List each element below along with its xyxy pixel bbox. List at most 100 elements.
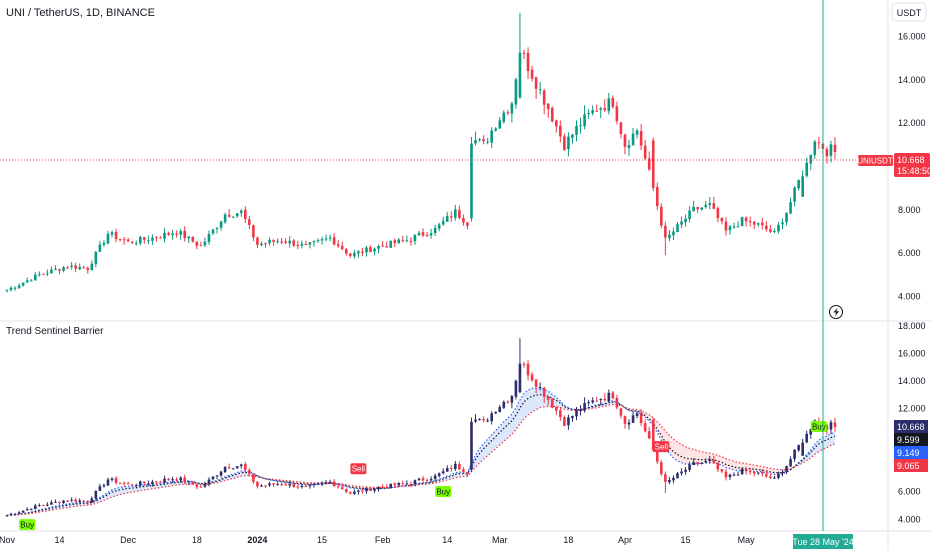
indicator-tag-close: 10.668 (897, 422, 925, 432)
price-candle (357, 250, 360, 258)
price-candle (684, 214, 687, 227)
price-candle (90, 260, 94, 271)
price-candle (506, 109, 510, 115)
price-candle (211, 229, 215, 236)
price-candle (817, 136, 821, 150)
indicator-candle (268, 481, 271, 487)
indicator-candle (308, 484, 312, 489)
indicator-candle (114, 476, 118, 485)
indicator-candle (409, 481, 413, 487)
currency-button[interactable]: USDT (891, 2, 927, 22)
lightning-icon[interactable] (829, 305, 843, 319)
price-candle (159, 236, 162, 239)
price-candle (385, 241, 388, 248)
price-candle (773, 228, 776, 234)
indicator-candle (458, 461, 461, 471)
indicator-candle (692, 458, 695, 466)
price-candle (106, 230, 110, 245)
price-candle (377, 244, 380, 254)
indicator-candle (660, 459, 663, 476)
indicator-candle (534, 378, 538, 394)
indicator-candle (809, 428, 813, 439)
indicator-candle (441, 468, 445, 475)
indicator-candle (720, 468, 724, 474)
price-candle (696, 206, 699, 214)
indicator-candle (304, 483, 308, 487)
indicator-candle (506, 400, 510, 404)
time-axis[interactable]: Nov14Dec18202415Feb14Mar18Apr15May14 (0, 535, 808, 545)
price-candle (611, 95, 615, 109)
indicator-candle (736, 471, 740, 476)
indicator-candle (17, 511, 21, 515)
price-candle (740, 216, 744, 227)
indicator-candle (336, 483, 340, 489)
indicator-candle (724, 468, 728, 481)
indicator-candle (732, 472, 736, 477)
indicator-candle (599, 398, 603, 406)
price-candle (635, 128, 639, 139)
indicator-candle (223, 465, 227, 474)
price-candle (599, 106, 603, 119)
indicator-candle (264, 485, 267, 489)
indicator-candle (405, 480, 409, 485)
indicator-candle (397, 482, 401, 486)
price-candle (437, 222, 441, 232)
indicator-candle (542, 386, 546, 403)
indicator-candle (712, 455, 716, 464)
indicator-candle (74, 497, 77, 504)
indicator-candle (684, 467, 687, 475)
price-candle (304, 240, 308, 246)
price-candle (38, 271, 41, 277)
indicator-candle (437, 472, 441, 478)
indicator-candle (425, 478, 429, 482)
price-candle (308, 242, 312, 249)
indicator-candle (70, 497, 73, 503)
price-candle (793, 186, 796, 207)
indicator-candle (623, 415, 627, 429)
price-tick-label: 8.000 (898, 205, 921, 215)
indicator-candle (591, 397, 594, 404)
indicator-candle (167, 477, 170, 481)
indicator-candle (102, 483, 106, 488)
time-tick-label: 15 (681, 535, 691, 545)
price-candle (288, 235, 292, 248)
indicator-candle (340, 484, 344, 490)
price-candle (373, 247, 376, 256)
price-candle (458, 205, 461, 220)
time-tick-label: May (738, 535, 756, 545)
indicator-candle (284, 482, 287, 486)
price-candle (320, 236, 324, 245)
price-candle (522, 49, 526, 59)
indicator-candle (740, 468, 744, 475)
price-candle (490, 127, 493, 148)
indicator-candles (5, 338, 837, 517)
price-candle (353, 249, 356, 259)
price-candle (195, 241, 199, 250)
price-candle (789, 197, 792, 215)
indicator-candle (728, 473, 732, 481)
price-candle (9, 286, 13, 292)
buy-signal-label: Buy (435, 485, 452, 497)
price-candle (421, 228, 425, 238)
indicator-candle (381, 484, 384, 488)
time-tick-label: Mar (492, 535, 508, 545)
price-candle (744, 216, 748, 227)
indicator-candle (829, 419, 833, 434)
price-candle (361, 247, 364, 257)
price-candle (276, 238, 279, 244)
price-candle (248, 215, 251, 230)
indicator-candle (33, 503, 37, 510)
indicator-candle (219, 470, 223, 478)
indicator-candle (688, 461, 691, 473)
indicator-candle (765, 471, 768, 479)
indicator-candle (260, 484, 263, 488)
price-candle (417, 231, 421, 236)
price-candle (332, 233, 336, 246)
price-candle (365, 245, 368, 257)
price-candle (191, 236, 195, 243)
indicator-candle (571, 415, 574, 422)
indicator-tick-label: 6.000 (898, 487, 921, 497)
price-candle (672, 227, 675, 241)
indicator-candle (680, 468, 683, 476)
